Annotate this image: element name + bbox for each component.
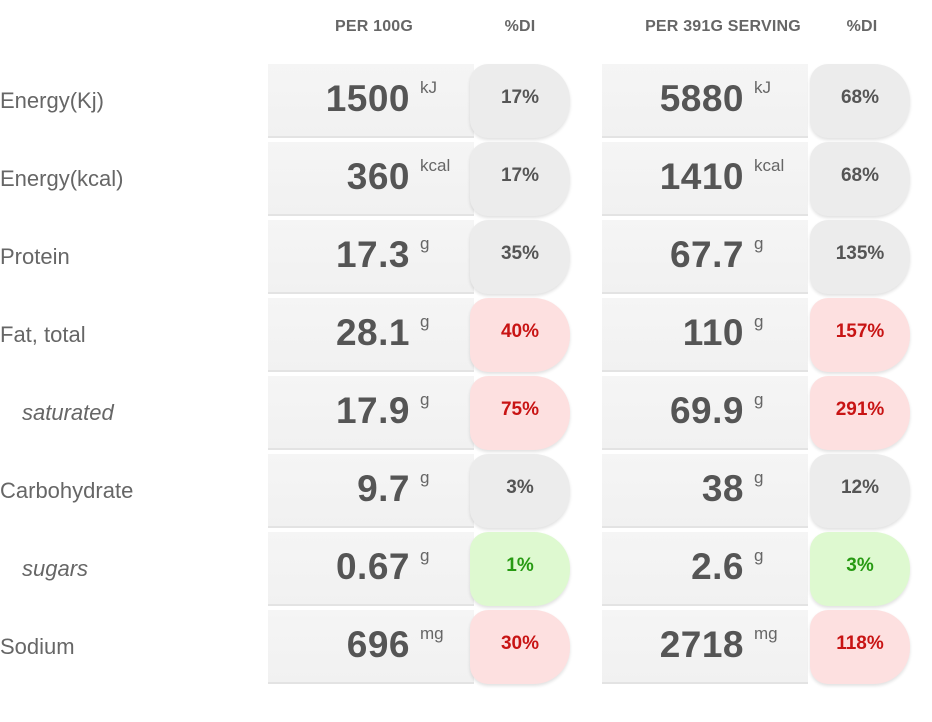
- di-100g-badge: 40%: [470, 298, 570, 372]
- di-100g-badge: 3%: [470, 454, 570, 528]
- per-100g-unit: g: [420, 468, 430, 487]
- per-serving-cell: 5880 kJ: [602, 64, 808, 138]
- per-serving-cell: 2.6 g: [602, 532, 808, 606]
- header-per-100g: PER 100G: [334, 18, 414, 35]
- per-serving-cell: 38 g: [602, 454, 808, 528]
- per-100g-unit: g: [420, 312, 430, 331]
- per-serving-unit: g: [754, 234, 764, 253]
- per-serving-cell: 69.9 g: [602, 376, 808, 450]
- header-per-serving: PER 391G SERVING: [645, 18, 801, 35]
- per-serving-cell: 2718 mg: [602, 610, 808, 684]
- nutrient-row: Energy(kcal) 360 kcal 17% 1410 kcal 68%: [0, 142, 932, 216]
- per-100g-value: 696: [346, 624, 410, 665]
- per-100g-value: 1500: [325, 78, 410, 119]
- di-serving-badge: 3%: [810, 532, 910, 606]
- di-serving-badge: 157%: [810, 298, 910, 372]
- nutrient-row: Fat, total 28.1 g 40% 110 g 157%: [0, 298, 932, 372]
- per-100g-cell: 9.7 g: [268, 454, 474, 528]
- per-100g-value: 28.1: [335, 312, 410, 353]
- per-serving-unit: g: [754, 390, 764, 409]
- per-100g-cell: 17.9 g: [268, 376, 474, 450]
- di-100g-badge: 75%: [470, 376, 570, 450]
- di-serving-badge: 12%: [810, 454, 910, 528]
- di-serving-badge: 68%: [810, 64, 910, 138]
- per-serving-value: 2718: [659, 624, 744, 665]
- nutrient-label: Fat, total: [0, 322, 86, 347]
- di-100g-badge: 17%: [470, 64, 570, 138]
- nutrient-label: Protein: [0, 244, 70, 269]
- nutrient-label: saturated: [22, 400, 114, 425]
- per-100g-unit: g: [420, 546, 430, 565]
- per-100g-value: 0.67: [335, 546, 410, 587]
- per-serving-unit: kJ: [754, 78, 771, 97]
- di-serving-badge: 118%: [810, 610, 910, 684]
- per-100g-cell: 17.3 g: [268, 220, 474, 294]
- per-serving-value: 67.7: [669, 234, 744, 275]
- per-serving-unit: g: [754, 312, 764, 331]
- per-serving-unit: g: [754, 546, 764, 565]
- nutrient-row: Protein 17.3 g 35% 67.7 g 135%: [0, 220, 932, 294]
- nutrient-label: Carbohydrate: [0, 478, 134, 503]
- per-serving-value: 5880: [659, 78, 744, 119]
- per-serving-value: 69.9: [669, 390, 744, 431]
- nutrient-row: Sodium 696 mg 30% 2718 mg 118%: [0, 610, 932, 684]
- per-100g-cell: 28.1 g: [268, 298, 474, 372]
- di-100g-badge: 30%: [470, 610, 570, 684]
- per-serving-value: 1410: [659, 156, 744, 197]
- per-serving-unit: kcal: [754, 156, 785, 175]
- header-di-100g: %DI: [504, 18, 536, 35]
- nutrient-row: Energy(Kj) 1500 kJ 17% 5880 kJ 68%: [0, 64, 932, 138]
- per-100g-unit: kcal: [420, 156, 451, 175]
- per-serving-unit: g: [754, 468, 764, 487]
- per-100g-cell: 360 kcal: [268, 142, 474, 216]
- nutrient-label: Energy(Kj): [0, 88, 104, 113]
- per-100g-value: 17.9: [335, 390, 410, 431]
- per-100g-unit: g: [420, 234, 430, 253]
- di-serving-badge: 135%: [810, 220, 910, 294]
- nutrient-label: Energy(kcal): [0, 166, 124, 191]
- di-serving-badge: 68%: [810, 142, 910, 216]
- per-100g-value: 17.3: [335, 234, 410, 275]
- per-100g-value: 360: [346, 156, 410, 197]
- per-100g-unit: kJ: [420, 78, 437, 97]
- per-100g-cell: 696 mg: [268, 610, 474, 684]
- nutrient-row: saturated 17.9 g 75% 69.9 g 291%: [0, 376, 932, 450]
- per-serving-unit: mg: [754, 624, 778, 643]
- per-serving-value: 2.6: [691, 546, 744, 587]
- nutrient-row: Carbohydrate 9.7 g 3% 38 g 12%: [0, 454, 932, 528]
- per-serving-value: 110: [682, 312, 744, 353]
- per-100g-cell: 0.67 g: [268, 532, 474, 606]
- per-serving-cell: 67.7 g: [602, 220, 808, 294]
- nutrient-row: sugars 0.67 g 1% 2.6 g 3%: [0, 532, 932, 606]
- header-di-serving: %DI: [846, 18, 878, 35]
- per-serving-cell: 110 g: [602, 298, 808, 372]
- nutrient-label: Sodium: [0, 634, 75, 659]
- per-100g-value: 9.7: [357, 468, 410, 509]
- di-100g-badge: 35%: [470, 220, 570, 294]
- di-100g-badge: 1%: [470, 532, 570, 606]
- per-serving-cell: 1410 kcal: [602, 142, 808, 216]
- per-100g-cell: 1500 kJ: [268, 64, 474, 138]
- di-serving-badge: 291%: [810, 376, 910, 450]
- per-serving-value: 38: [701, 468, 744, 509]
- di-100g-badge: 17%: [470, 142, 570, 216]
- nutrient-label: sugars: [22, 556, 89, 581]
- per-100g-unit: g: [420, 390, 430, 409]
- per-100g-unit: mg: [420, 624, 444, 643]
